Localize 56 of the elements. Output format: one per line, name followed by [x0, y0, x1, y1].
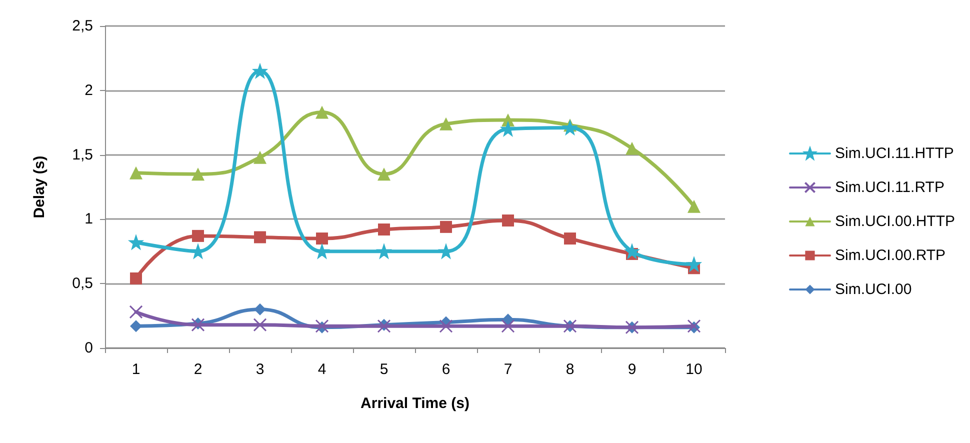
point [254, 150, 266, 164]
legend-label: Sim.UCI.00.HTTP [834, 213, 955, 230]
point [315, 244, 329, 258]
x-tick-label: 5 [380, 361, 388, 378]
y-tick-label: 2 [84, 82, 93, 99]
x-tick-label: 3 [256, 361, 264, 378]
point [129, 236, 143, 250]
point [625, 244, 639, 258]
y-tick-label: 0,5 [72, 275, 93, 292]
x-tick-label: 10 [686, 361, 702, 378]
point [253, 318, 267, 332]
x-tick-label: 2 [194, 361, 202, 378]
y-tick-label: 2,5 [72, 18, 93, 34]
point [563, 121, 577, 134]
point [253, 64, 267, 78]
x-tick-label: 1 [132, 361, 140, 378]
point [130, 166, 142, 180]
point [502, 314, 514, 326]
point [130, 320, 142, 332]
y-tick-label: 1 [84, 210, 93, 228]
point [192, 230, 204, 242]
point [439, 244, 453, 258]
x-tick-label: 7 [504, 361, 512, 378]
x-axis-title: Arrival Time (s) [360, 395, 470, 412]
point [564, 232, 576, 245]
point [501, 122, 515, 136]
point [316, 232, 328, 245]
x-tick-label: 6 [442, 361, 450, 378]
point [192, 168, 204, 181]
point [254, 303, 266, 316]
legend-label: Sim.UCI.00 [834, 281, 912, 298]
point [687, 258, 701, 272]
point [254, 231, 266, 244]
point [439, 319, 453, 333]
point [501, 319, 515, 333]
y-tick-label: 0 [84, 340, 93, 356]
point [191, 244, 205, 258]
point [316, 106, 328, 119]
point [440, 117, 452, 130]
y-axis-title: Delay (s) [31, 156, 48, 218]
point [129, 305, 143, 319]
y-tick-label: 1,5 [72, 146, 93, 164]
legend-label: Sim.UCI.00.RTP [834, 247, 946, 264]
point [440, 220, 452, 233]
x-tick-label: 9 [628, 361, 636, 378]
point [502, 214, 514, 226]
x-tick-label: 8 [566, 361, 574, 378]
legend-label: Sim.UCI.11.HTTP [834, 145, 954, 162]
point [378, 224, 390, 236]
point [688, 200, 700, 213]
point [377, 244, 391, 258]
x-tick-label: 4 [318, 361, 326, 378]
legend-label: Sim.UCI.11.RTP [834, 179, 944, 196]
point [378, 168, 390, 181]
point [130, 272, 142, 284]
point [626, 142, 638, 155]
